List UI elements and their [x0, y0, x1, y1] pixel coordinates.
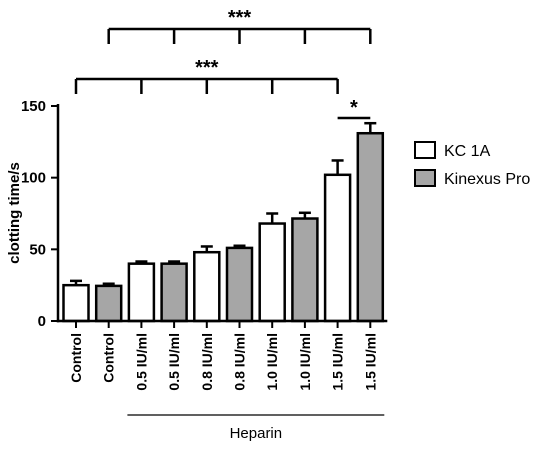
bar-kc-1a [193, 250, 221, 323]
x-tick-label: Control [68, 333, 84, 383]
significance-label: * [350, 97, 358, 119]
bar-kinexus-pro [94, 284, 123, 323]
significance-label: *** [195, 57, 219, 79]
x-tick-label: 1.0 IU/ml [264, 333, 280, 391]
y-tick-label: 100 [21, 170, 46, 187]
x-tick-label: 1.5 IU/ml [362, 333, 378, 391]
bar-kinexus-pro [225, 246, 254, 323]
y-axis-label: clotting time/s [6, 162, 23, 264]
significance-label: *** [228, 7, 252, 29]
group-label: Heparin [230, 425, 283, 442]
legend-swatch [414, 141, 436, 159]
y-tick-label: 50 [29, 241, 46, 258]
x-tick-label: 1.5 IU/ml [330, 333, 346, 391]
bar-kc-1a [323, 173, 352, 323]
x-tick-label: 0.5 IU/ml [166, 333, 182, 391]
x-tick-label: 0.8 IU/ml [232, 333, 248, 391]
x-tick-label: 0.8 IU/ml [199, 333, 215, 391]
x-tick-label: 0.5 IU/ml [133, 333, 149, 391]
legend-label: Kinexus Pro [444, 171, 530, 188]
bar-kc-1a [127, 262, 156, 323]
x-tick-label: Control [101, 333, 117, 383]
x-tick-label: 1.0 IU/ml [297, 333, 313, 391]
legend-label: KC 1A [444, 143, 491, 160]
bar-kinexus-pro [291, 217, 319, 323]
legend-swatch [414, 169, 436, 187]
bar-kinexus-pro [356, 131, 385, 323]
bar-kinexus-pro [160, 262, 188, 323]
bar-kc-1a [62, 283, 90, 323]
y-tick-label: 0 [38, 313, 46, 330]
y-tick-label: 150 [21, 98, 46, 115]
bar-kc-1a [258, 222, 286, 323]
